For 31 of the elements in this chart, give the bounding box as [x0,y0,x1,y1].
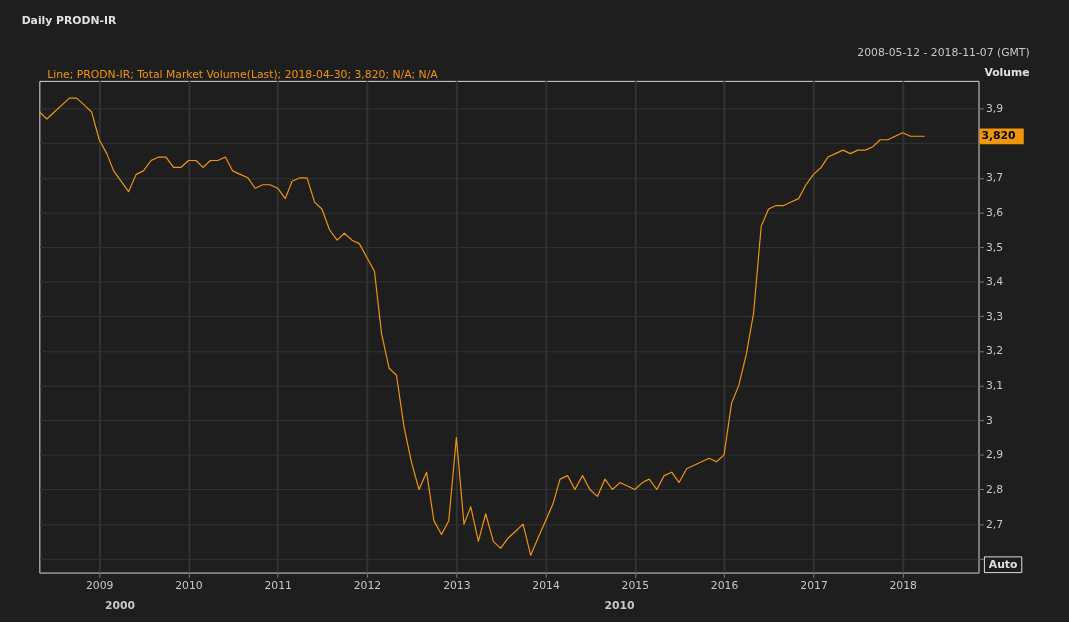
y-tick-label: 3,1 [985,379,1004,393]
text: 2000 [104,598,136,612]
y-tick-label: 3,6 [985,205,1004,219]
y-tick-label: 3,9 [985,102,1004,116]
x-tick-label: 2018 [889,578,918,592]
y-axis-title: Volume [984,65,1030,79]
chart-subtitle: 2008-05-12 - 2018-11-07 (GMT) [857,46,1030,60]
y-tick-label: 3,2 [985,344,1004,358]
y-tick-label: 2,9 [985,448,1004,462]
x-tick-label: 2017 [800,578,828,592]
y-tick-label: 2,7 [985,517,1004,531]
y-tick-label: 3,5 [985,240,1004,254]
y-tick-label: 3,3 [985,309,1004,323]
x-tick-label: 2011 [264,578,292,592]
text: Line; PRODN-IR; Total Market Volume(Last); 2018-04-30; 3,820; N/A; N/A [47,67,439,81]
chart-title: Daily PRODN-IR [21,13,117,27]
x-tick-label: 2015 [621,578,650,592]
text: 2010 [604,598,635,612]
x-tick-label: 2014 [532,578,560,592]
x-tick-label: 2010 [175,578,203,592]
text: Auto [988,557,1018,571]
x-tick-label: 2009 [85,578,114,592]
line-series [39,97,926,556]
x-tick-label: 2012 [353,578,382,592]
y-tick-label: 2,8 [985,482,1004,496]
x-tick-label: 2013 [443,578,471,592]
text: 3,820 [981,129,1016,143]
x-tick-label: 2016 [710,578,739,592]
y-tick-label: 3,4 [985,275,1004,289]
y-tick-label: 3 [985,413,993,427]
y-tick-label: 3,7 [985,171,1004,185]
